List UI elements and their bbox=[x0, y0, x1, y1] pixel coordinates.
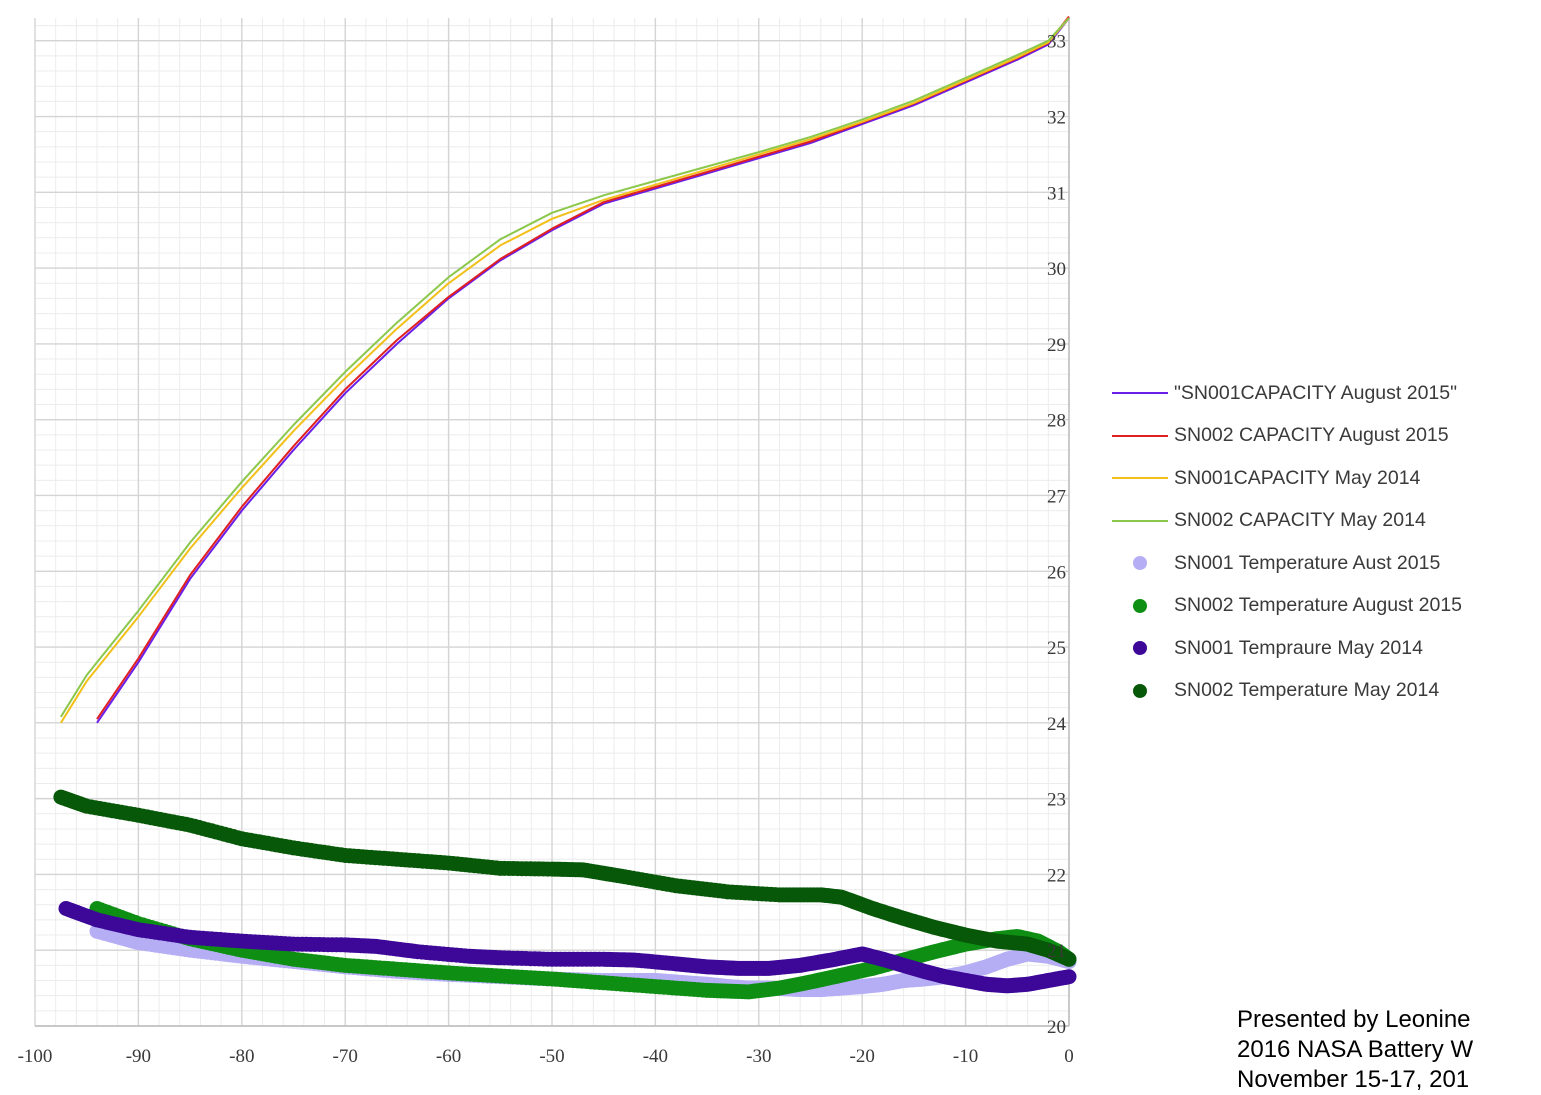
legend-item: SN002 Temperature August 2015 bbox=[1112, 585, 1462, 628]
chart-plot: -100 -90 -80 -70 -60 -50 -40 -30 -20 -10 0 2021222… bbox=[18, 15, 1077, 1067]
y-tick-label: 31 bbox=[1047, 183, 1066, 204]
legend-label: SN001 Temperature Aust 2015 bbox=[1174, 551, 1441, 574]
y-tick-label: 26 bbox=[1047, 562, 1066, 583]
x-tick-label: -30 bbox=[746, 1046, 771, 1067]
series-line-1 bbox=[96, 17, 1070, 724]
legend-swatch bbox=[1112, 596, 1168, 616]
series-scatter-8 bbox=[53, 789, 1077, 967]
y-tick-label: 32 bbox=[1047, 108, 1066, 129]
legend-label: SN002 Temperature August 2015 bbox=[1174, 594, 1463, 617]
credit-line-2: 2016 NASA Battery W bbox=[1237, 1036, 1474, 1063]
legend-label: SN002 CAPACITY August 2015 bbox=[1174, 424, 1449, 447]
series-lines bbox=[60, 15, 1070, 724]
major-grid bbox=[34, 18, 1070, 1027]
x-tick-label: -50 bbox=[539, 1046, 564, 1067]
x-tick-label: -80 bbox=[229, 1046, 254, 1067]
x-tick-label: -20 bbox=[850, 1046, 875, 1067]
series-line-4 bbox=[60, 17, 1070, 718]
y-tick-label: 20 bbox=[1047, 1017, 1066, 1038]
legend-item: SN002 CAPACITY August 2015 bbox=[1112, 415, 1462, 458]
credit-line-3: November 15-17, 201 bbox=[1237, 1066, 1470, 1093]
legend-swatch bbox=[1112, 638, 1168, 658]
legend-swatch bbox=[1112, 681, 1168, 701]
legend: "SN001CAPACITY August 2015" SN002 CAPACIT… bbox=[1112, 372, 1462, 712]
legend-swatch bbox=[1112, 553, 1168, 573]
legend-swatch bbox=[1112, 511, 1168, 531]
series-line-3 bbox=[60, 17, 1070, 724]
data-point bbox=[1061, 951, 1077, 967]
legend-swatch bbox=[1112, 383, 1168, 403]
y-tick-label: 30 bbox=[1047, 259, 1066, 280]
y-tick-label: 25 bbox=[1047, 638, 1066, 659]
y-tick-label: 29 bbox=[1047, 335, 1066, 356]
legend-item: SN002 Temperature May 2014 bbox=[1112, 670, 1462, 713]
x-tick-label: -10 bbox=[953, 1046, 978, 1067]
legend-label: SN002 Temperature May 2014 bbox=[1174, 679, 1440, 702]
legend-item: SN001 Tempraure May 2014 bbox=[1112, 627, 1462, 670]
legend-item: SN001 Temperature Aust 2015 bbox=[1112, 542, 1462, 585]
legend-swatch bbox=[1112, 426, 1168, 446]
x-tick-labels: -100 -90 -80 -70 -60 -50 -40 -30 -20 -10 0 bbox=[18, 1046, 1074, 1067]
legend-label: "SN001CAPACITY August 2015" bbox=[1174, 381, 1458, 404]
y-tick-labels: 20 21 22 23 24 25 26 27 28 29 30 31 32 33 bbox=[1047, 32, 1067, 1038]
y-tick-label: 24 bbox=[1047, 714, 1067, 735]
series-scatter-7 bbox=[58, 901, 1077, 994]
y-tick-label: 27 bbox=[1047, 486, 1066, 507]
y-tick-label: 23 bbox=[1047, 790, 1066, 811]
legend-label: SN002 CAPACITY May 2014 bbox=[1174, 509, 1426, 532]
legend-item: SN001CAPACITY May 2014 bbox=[1112, 457, 1462, 500]
series-line-2 bbox=[96, 15, 1070, 720]
legend-item: SN002 CAPACITY May 2014 bbox=[1112, 500, 1462, 543]
legend-swatch bbox=[1112, 468, 1168, 488]
legend-item: "SN001CAPACITY August 2015" bbox=[1112, 372, 1462, 415]
data-point bbox=[1061, 969, 1077, 985]
credit-line-1: Presented by Leonine bbox=[1237, 1006, 1471, 1033]
x-tick-label: -70 bbox=[333, 1046, 358, 1067]
x-tick-label: -60 bbox=[436, 1046, 461, 1067]
legend-label: SN001CAPACITY May 2014 bbox=[1174, 466, 1421, 489]
y-tick-label: 33 bbox=[1047, 32, 1066, 53]
x-tick-label: -40 bbox=[643, 1046, 668, 1067]
y-tick-label: 21 bbox=[1047, 941, 1066, 962]
y-tick-label: 28 bbox=[1047, 411, 1066, 432]
y-tick-label: 22 bbox=[1047, 865, 1066, 886]
x-tick-label: -90 bbox=[126, 1046, 151, 1067]
x-tick-label: -100 bbox=[18, 1046, 53, 1067]
x-tick-label: 0 bbox=[1064, 1046, 1074, 1067]
series-scatter bbox=[53, 789, 1077, 1000]
axis-lines bbox=[35, 18, 1070, 1027]
presenter-credit: Presented by Leonine 2016 NASA Battery W… bbox=[1237, 1005, 1473, 1095]
legend-label: SN001 Tempraure May 2014 bbox=[1174, 636, 1423, 659]
